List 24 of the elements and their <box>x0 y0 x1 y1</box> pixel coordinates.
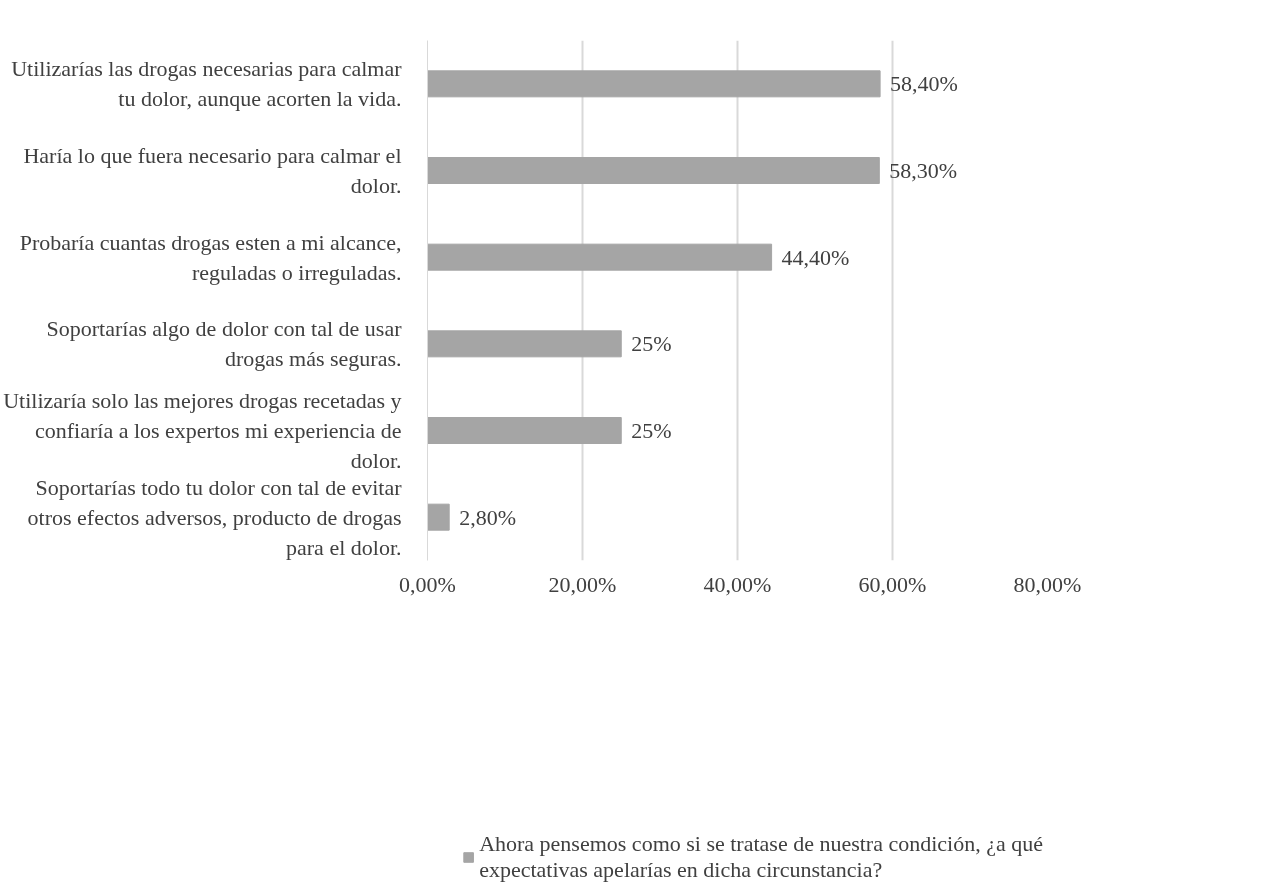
y-tick-label: Haría lo que fuera necesario para calmar el dolor. <box>23 143 402 198</box>
x-tick-label: 20,00% <box>548 571 617 597</box>
data-label: 44,40% <box>781 244 850 270</box>
bar <box>427 157 880 184</box>
x-tick-label: 0,00% <box>399 571 456 597</box>
bar <box>427 503 450 531</box>
y-tick-label: Probaría cuantas drogas esten a mi alcance, reguladas o irreguladas. <box>19 229 402 285</box>
bar <box>427 330 622 358</box>
y-tick-label: Utilizaría solo las mejores drogas recetadas y confiaría a los expertos mi experiencia de dolor. <box>3 388 402 473</box>
x-tick-label: 80,00% <box>1013 571 1082 597</box>
bar <box>427 417 622 444</box>
y-tick-label: Utilizarías las drogas necesarias para calmar tu dolor, aunque acorten la vida. <box>11 56 403 112</box>
data-label: 58,40% <box>890 71 958 97</box>
bar <box>427 70 881 98</box>
data-label: 2,80% <box>459 504 517 530</box>
legend-label: Ahora pensemos como si se tratase de nuestra condición, ¿a qué expectativas apelarías en dicha circunstancia? <box>479 831 1043 882</box>
bar <box>427 243 773 271</box>
x-tick-label: 60,00% <box>858 571 927 597</box>
y-tick-label: Soportarías algo de dolor con tal de usar drogas más seguras. <box>46 316 403 372</box>
data-label: 25% <box>631 418 672 443</box>
y-tick-label: Soportarías todo tu dolor con tal de evitar otros efectos adversos, producto de drogas para el dolor. <box>27 474 403 560</box>
data-label: 25% <box>631 331 672 357</box>
data-label: 58,30% <box>889 158 958 183</box>
x-tick-label: 40,00% <box>703 571 772 597</box>
